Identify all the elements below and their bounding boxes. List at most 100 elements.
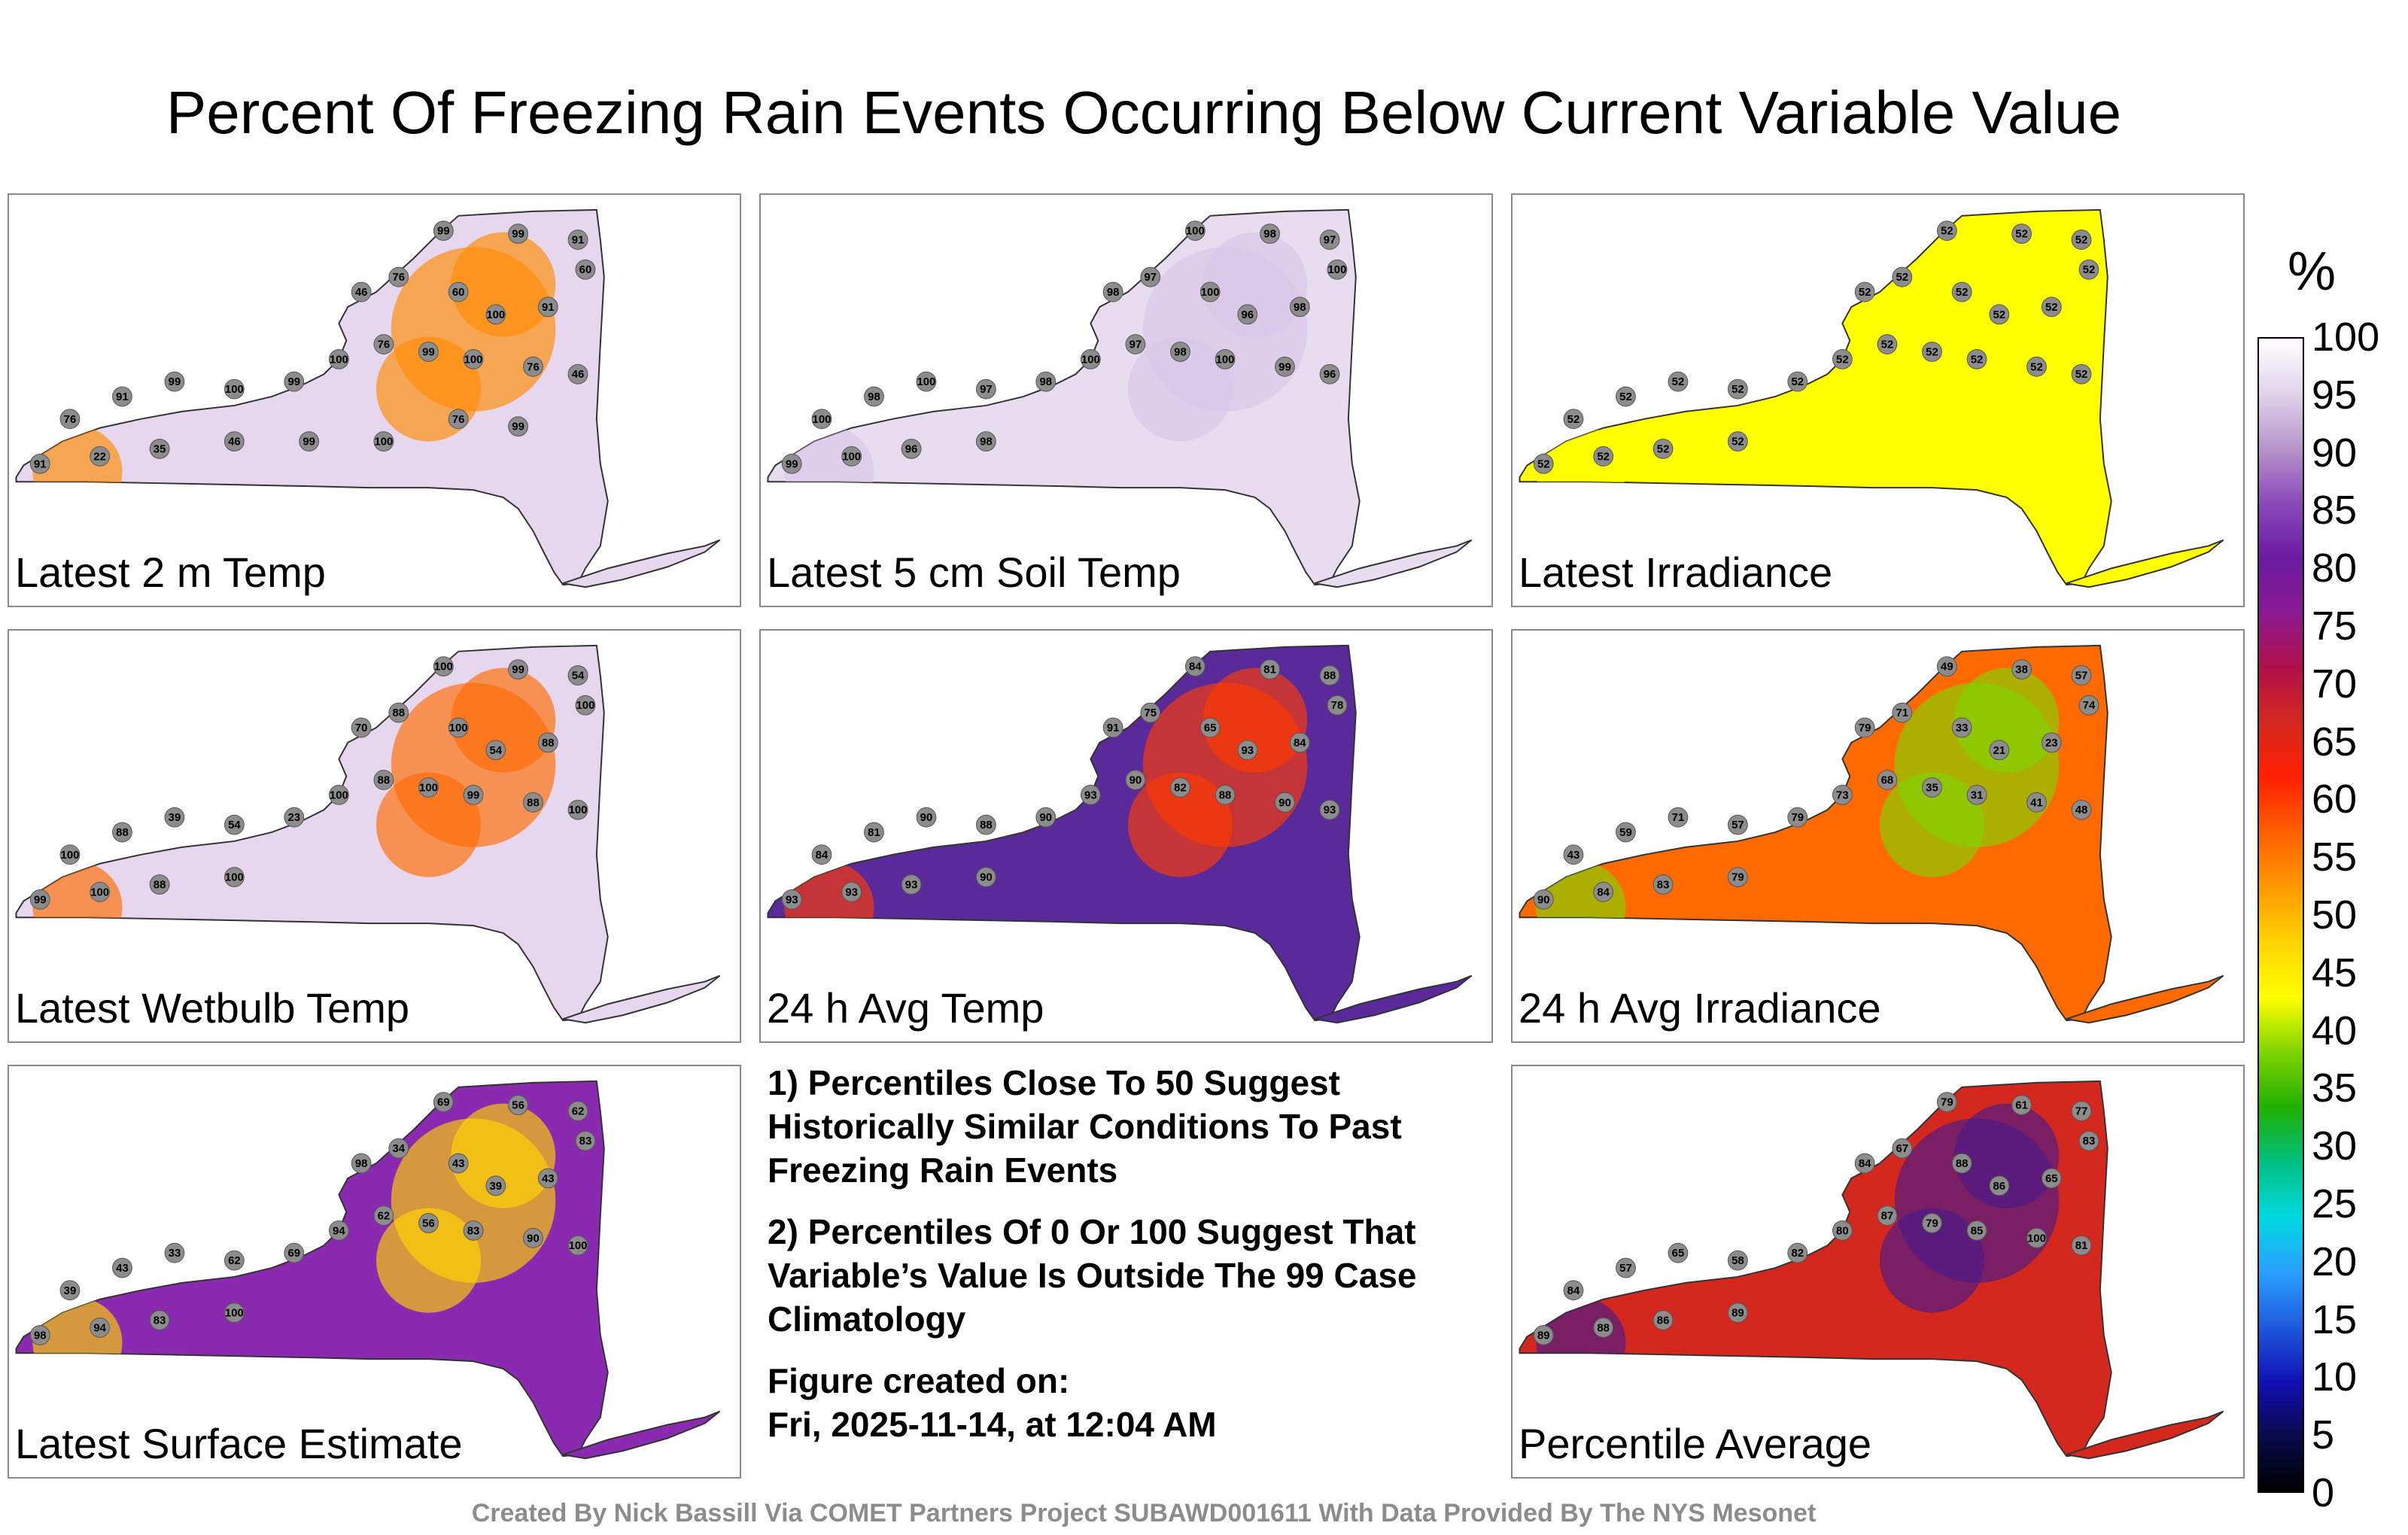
station-value: 52 [1657, 443, 1670, 455]
station-marker [90, 1318, 111, 1338]
station-marker [1080, 348, 1101, 369]
station-value: 43 [116, 1263, 129, 1275]
station-value: 99 [422, 346, 435, 358]
station-value: 98 [1174, 346, 1187, 358]
station-value: 52 [2083, 264, 2096, 276]
station-marker [1877, 1205, 1898, 1226]
contour-blob [1954, 667, 2060, 773]
station-value: 74 [2083, 700, 2096, 712]
station-marker [523, 356, 543, 377]
station-marker [388, 266, 409, 287]
station-value: 68 [1881, 775, 1894, 787]
station-value: 54 [572, 670, 585, 682]
station-marker [1892, 1138, 1913, 1159]
station-marker [864, 386, 884, 407]
station-value: 33 [1956, 722, 1969, 734]
station-marker [1652, 874, 1674, 895]
station-marker [59, 409, 81, 430]
station-marker [1319, 363, 1340, 385]
contour-blob [375, 772, 481, 877]
contour-blob [1202, 232, 1308, 337]
station-value: 57 [2075, 670, 2088, 682]
station-marker [373, 334, 394, 354]
station-value: 97 [1324, 235, 1336, 247]
station-value: 91 [116, 391, 129, 403]
panel-label: Latest 2 m Temp [15, 549, 326, 596]
station-value: 100 [486, 309, 505, 321]
station-marker [2026, 1227, 2047, 1248]
colorbar-tick: 50 [2312, 892, 2358, 938]
station-marker [1951, 717, 1972, 738]
contour-blob [451, 667, 556, 773]
station-marker [1989, 740, 2010, 761]
station-marker [1787, 371, 1808, 392]
station-value: 97 [1130, 339, 1142, 351]
station-marker [1184, 220, 1206, 242]
station-marker [975, 867, 996, 888]
panel-24h-avg-temp: 84 81 88 91 75 65 93 84 78 90 82 88 90 93 93 90 88 90 81 84… [759, 629, 1493, 1043]
station-marker [1170, 777, 1190, 798]
station-value: 52 [1881, 339, 1894, 351]
station-marker [781, 453, 802, 474]
station-value: 39 [64, 1285, 77, 1297]
station-marker [2026, 356, 2047, 377]
station-value: 91 [1107, 722, 1120, 734]
station-value: 100 [330, 789, 348, 801]
station-marker [1125, 770, 1146, 790]
station-value: 96 [905, 443, 918, 455]
station-value: 41 [2030, 797, 2043, 809]
created-value: Fri, 2025-11-14, at 12:04 AM [768, 1405, 1217, 1444]
station-value: 88 [378, 775, 391, 787]
station-marker [388, 1138, 409, 1159]
station-marker [373, 1205, 394, 1226]
station-marker [1966, 348, 1987, 369]
station-value: 83 [154, 1315, 166, 1327]
station-marker [1989, 1175, 2010, 1196]
station-value: 99 [467, 789, 480, 801]
station-marker [1787, 1242, 1808, 1263]
station-value: 91 [572, 235, 585, 247]
station-value: 88 [542, 737, 555, 749]
station-marker [1080, 784, 1101, 805]
notes-block: 1) Percentiles Close To 50 Suggest Histo… [768, 1061, 1475, 1446]
panel-latest-2m-temp: 99 99 91 46 76 60 100 91 60 76 99 100 76 46 100 99 100 99… [8, 193, 741, 607]
station-value: 52 [1971, 354, 1984, 366]
station-marker [1140, 702, 1161, 723]
station-value: 90 [980, 872, 993, 884]
station-marker [351, 1153, 372, 1174]
station-value: 69 [437, 1097, 450, 1109]
station-value: 99 [512, 421, 524, 433]
station-marker [1319, 665, 1340, 685]
station-marker [1727, 1302, 1748, 1324]
station-marker [164, 1242, 185, 1263]
station-marker [29, 889, 50, 910]
station-value: 23 [2045, 737, 2058, 749]
station-value: 56 [512, 1100, 524, 1112]
long-island-outline [2066, 974, 2224, 1024]
station-marker [1237, 304, 1258, 325]
station-value: 100 [449, 722, 468, 734]
station-marker [2078, 1130, 2099, 1151]
station-value: 81 [1263, 664, 1276, 676]
colorbar-tick: 70 [2312, 661, 2358, 707]
station-marker [2011, 1095, 2033, 1116]
panel-label: Latest Irradiance [1519, 549, 1833, 596]
station-value: 78 [1331, 700, 1344, 712]
station-value: 100 [813, 414, 832, 426]
station-marker [1892, 266, 1913, 287]
station-marker [373, 770, 394, 790]
station-marker [975, 814, 996, 835]
station-value: 52 [1836, 354, 1849, 366]
station-value: 87 [1881, 1211, 1894, 1223]
panel-label: Percentile Average [1519, 1420, 1872, 1467]
station-marker [223, 431, 245, 452]
station-value: 100 [225, 1308, 244, 1320]
station-value: 93 [1324, 804, 1336, 816]
station-marker [418, 777, 439, 798]
station-marker [975, 431, 996, 452]
long-island-outline [2066, 539, 2224, 588]
station-value: 88 [116, 827, 129, 839]
contour-blob [1954, 232, 2060, 337]
panel-label: Latest 5 cm Soil Temp [767, 549, 1181, 596]
station-value: 100 [569, 804, 588, 816]
